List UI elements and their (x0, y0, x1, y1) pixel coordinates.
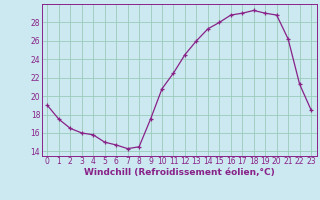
X-axis label: Windchill (Refroidissement éolien,°C): Windchill (Refroidissement éolien,°C) (84, 168, 275, 177)
